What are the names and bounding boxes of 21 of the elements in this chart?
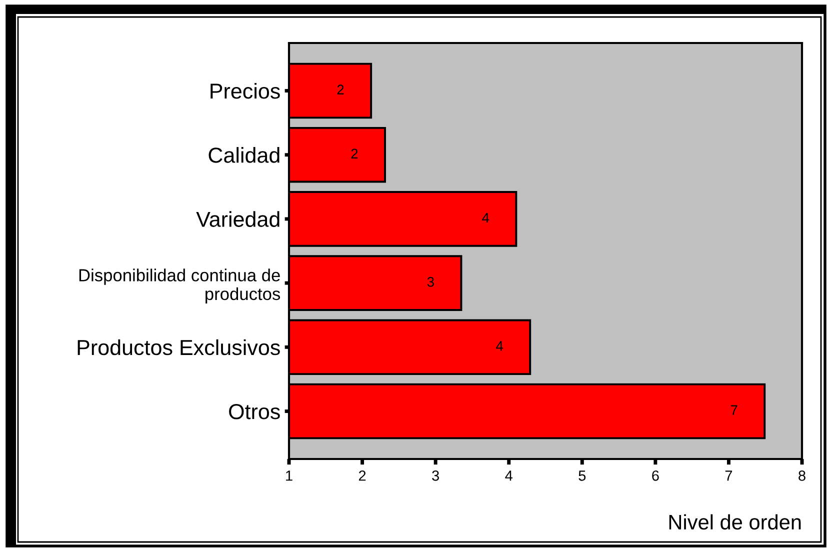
data-label: 4 xyxy=(482,212,490,223)
data-label: 2 xyxy=(337,84,344,94)
x-tick-label: 5 xyxy=(578,470,586,481)
data-label: 3 xyxy=(427,276,434,287)
x-tick-label: 3 xyxy=(432,470,439,481)
x-tick-label: 1 xyxy=(286,470,292,481)
y-tick-label: Variedad xyxy=(196,211,280,227)
y-tick-label: Calidad xyxy=(208,147,280,163)
x-tick-label: 4 xyxy=(505,470,512,481)
x-tick-label: 8 xyxy=(798,470,806,481)
y-tick-label: Disponibilidad continua de productos xyxy=(79,268,280,304)
x-axis-title: Nivel de orden xyxy=(669,514,801,530)
data-label: 2 xyxy=(351,148,358,158)
y-tick-label: Productos Exclusivos xyxy=(78,339,280,356)
data-label: 4 xyxy=(496,341,504,351)
data-label: 7 xyxy=(730,405,738,415)
x-tick-label: 6 xyxy=(652,470,659,481)
y-tick-label: Precios xyxy=(210,82,280,99)
y-tick-label: Otros xyxy=(229,404,280,420)
x-tick-label: 7 xyxy=(725,470,732,481)
x-tick-label: 2 xyxy=(358,470,366,481)
